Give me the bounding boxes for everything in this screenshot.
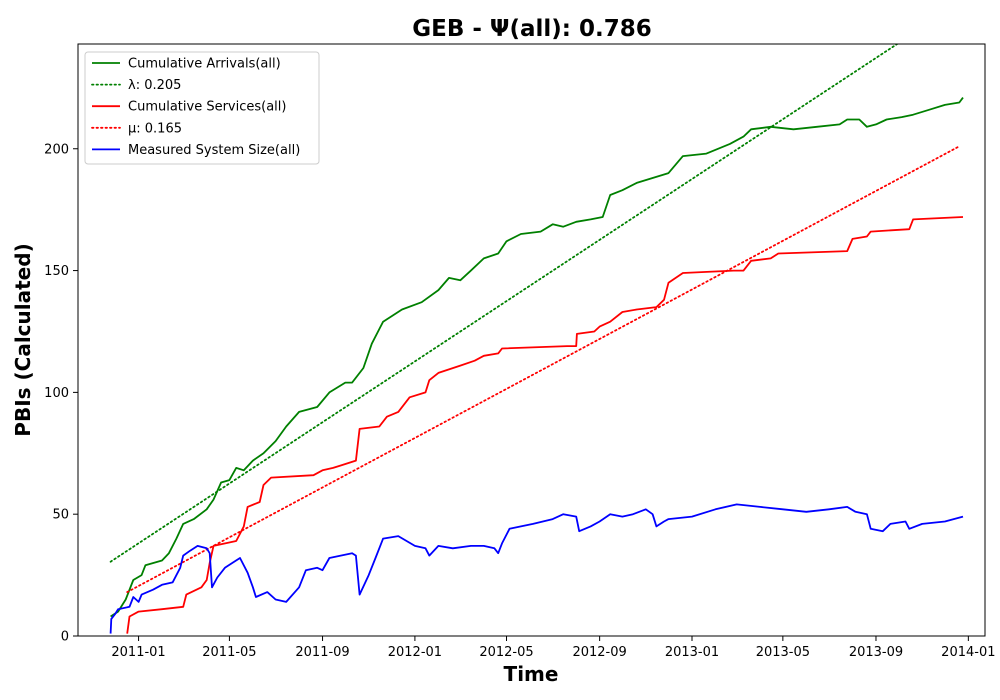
y-tick-label: 200 bbox=[44, 142, 69, 157]
x-tick-label: 2013-09 bbox=[849, 645, 903, 660]
y-axis-label: PBIs (Calculated) bbox=[11, 243, 35, 436]
legend-label-1: Cumulative Arrivals(all) bbox=[128, 57, 281, 72]
x-axis-label: Time bbox=[504, 662, 559, 686]
series-line-2 bbox=[109, 44, 899, 563]
y-tick-label: 0 bbox=[61, 630, 69, 645]
x-tick-label: 2011-01 bbox=[111, 645, 165, 660]
x-tick-label: 2012-09 bbox=[572, 645, 626, 660]
series-layer bbox=[109, 44, 964, 634]
y-tick-label: 150 bbox=[44, 264, 69, 279]
legend-label-5: Measured System Size(all) bbox=[128, 143, 300, 158]
x-tick-label: 2013-01 bbox=[665, 645, 719, 660]
y-tick-label: 100 bbox=[44, 386, 69, 401]
y-tick-label: 50 bbox=[52, 508, 69, 523]
x-tick-label: 2012-05 bbox=[479, 645, 533, 660]
x-tick-label: 2012-01 bbox=[388, 645, 442, 660]
x-tick-label: 2014-01 bbox=[941, 645, 995, 660]
series-line-5 bbox=[109, 503, 964, 634]
x-tick-label: 2011-09 bbox=[295, 645, 349, 660]
legend-label-2: λ: 0.205 bbox=[128, 78, 181, 93]
series-line-1 bbox=[110, 97, 964, 618]
legend: Cumulative Arrivals(all) λ: 0.205 Cumulati… bbox=[84, 51, 320, 165]
chart-title: GEB - Ψ(all): 0.786 bbox=[412, 16, 652, 42]
legend-label-4: μ: 0.165 bbox=[128, 121, 182, 136]
legend-label-3: Cumulative Services(all) bbox=[128, 100, 286, 115]
legend-box bbox=[84, 51, 320, 165]
y-axis: 0 50 100 150 200 bbox=[44, 142, 78, 645]
x-tick-label: 2013-05 bbox=[756, 645, 810, 660]
series-line-4 bbox=[126, 145, 961, 593]
series-line-3 bbox=[126, 216, 964, 634]
plot-frame bbox=[77, 43, 986, 637]
x-tick-label: 2011-05 bbox=[202, 645, 256, 660]
x-axis: 2011-01 2011-05 2011-09 2012-01 2012-05 2012-… bbox=[111, 636, 996, 660]
